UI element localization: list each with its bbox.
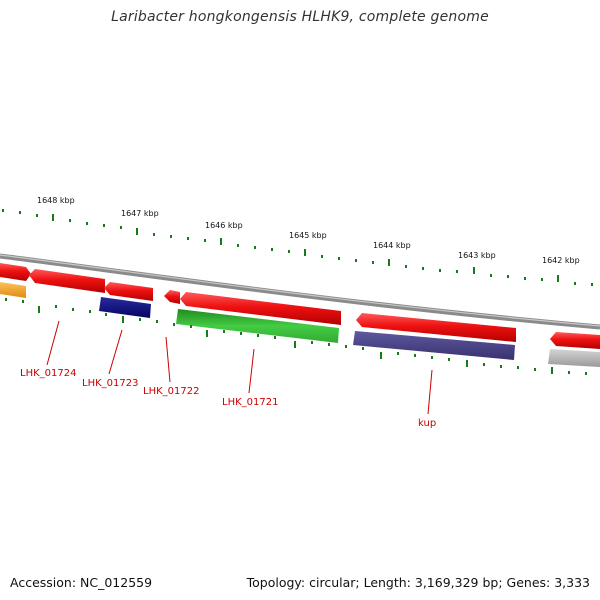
kbp-label-1646: 1646 kbp	[205, 221, 243, 230]
kbp-label-1643: 1643 kbp	[458, 251, 496, 260]
gene-red-6	[356, 313, 516, 342]
kbp-label-1647: 1647 kbp	[121, 209, 159, 218]
accession-text: Accession: NC_012559	[10, 575, 153, 590]
gene-red-1	[0, 263, 31, 281]
kbp-label-1642: 1642 kbp	[542, 256, 580, 265]
label-leaders	[46, 320, 433, 415]
kbp-ticks	[2, 209, 593, 286]
gene-label-lhk-01721: LHK_01721	[222, 397, 278, 408]
gene-label-lhk-01722: LHK_01722	[143, 386, 199, 397]
gene-track-reverse	[0, 282, 600, 367]
gene-green	[176, 309, 339, 343]
kbp-label-1648: 1648 kbp	[37, 196, 75, 205]
gene-red-2	[29, 269, 105, 293]
gene-label-lhk-01723: LHK_01723	[82, 378, 138, 389]
genome-title: Laribacter hongkongensis HLHK9, complete…	[111, 9, 489, 25]
gene-track-forward	[0, 263, 600, 349]
gene-navy	[99, 297, 151, 318]
kbp-label-1644: 1644 kbp	[373, 241, 411, 250]
gene-orange	[0, 282, 26, 298]
gene-slate	[353, 331, 515, 360]
gene-red-5	[180, 292, 341, 325]
genome-summary-text: Topology: circular; Length: 3,169,329 bp…	[246, 575, 590, 590]
gene-gray	[548, 349, 600, 367]
gene-red-3	[104, 282, 153, 301]
kbp-label-1645: 1645 kbp	[289, 231, 327, 240]
gene-label-lhk-01724: LHK_01724	[20, 368, 76, 379]
lower-ticks	[5, 298, 587, 375]
gene-red-4	[164, 290, 180, 304]
genome-backbone	[0, 253, 600, 330]
gene-label-kup: kup	[418, 418, 436, 429]
gene-red-7	[550, 332, 600, 349]
